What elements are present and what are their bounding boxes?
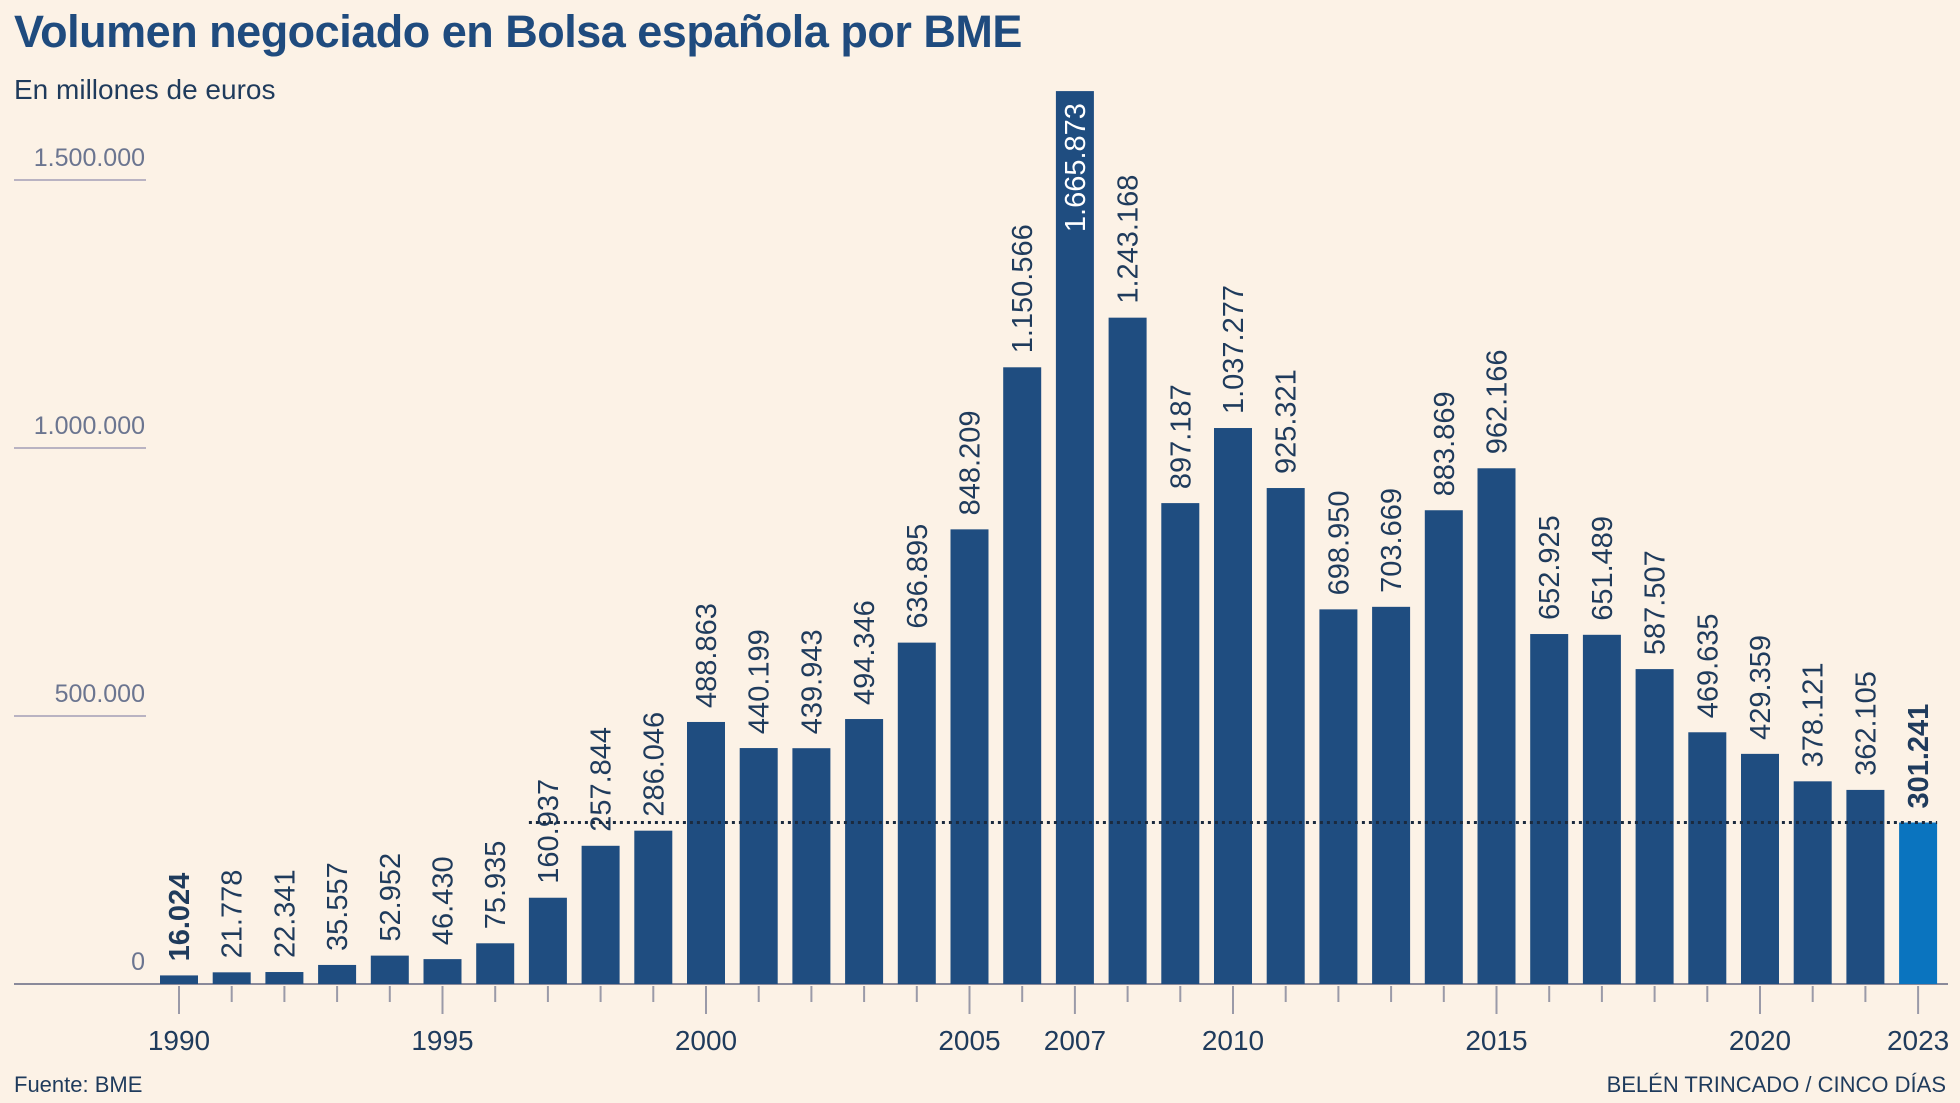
bar-value-label: 469.635 xyxy=(1692,613,1724,718)
bar-value-label: 378.121 xyxy=(1798,662,1830,767)
bar xyxy=(1477,468,1516,984)
bar xyxy=(739,748,778,984)
bar-value-label: 1.243.168 xyxy=(1113,175,1145,304)
bar xyxy=(1214,428,1252,984)
bar xyxy=(1266,488,1305,984)
bar-value-label: 362.105 xyxy=(1850,671,1882,776)
bar-value-label: 1.037.277 xyxy=(1218,285,1250,414)
y-tick-label: 1.500.000 xyxy=(34,144,145,172)
bar xyxy=(212,972,251,984)
bar xyxy=(1846,789,1885,984)
x-tick-label: 2005 xyxy=(938,1025,1000,1056)
x-tick-label: 2010 xyxy=(1202,1025,1264,1056)
bar xyxy=(1319,609,1358,984)
bar xyxy=(1530,634,1569,984)
bar xyxy=(950,529,989,984)
bar xyxy=(581,845,620,984)
bar-value-label: 651.489 xyxy=(1587,516,1619,621)
bar-value-label: 883.869 xyxy=(1429,391,1461,496)
bar xyxy=(370,955,409,984)
bar-value-label: 488.863 xyxy=(691,603,723,708)
bar-value-label: 636.895 xyxy=(902,524,934,629)
bar-value-label: 429.359 xyxy=(1745,635,1777,740)
bar xyxy=(1688,732,1727,984)
x-tick-label: 2015 xyxy=(1465,1025,1527,1056)
bar xyxy=(1424,510,1463,984)
bar-value-label: 16.024 xyxy=(164,873,196,962)
bar-value-label: 652.925 xyxy=(1534,515,1566,620)
y-tick-label: 0 xyxy=(131,948,145,976)
bar xyxy=(897,642,936,984)
bar xyxy=(1793,781,1832,984)
bar-value-label: 897.187 xyxy=(1165,384,1197,489)
bar xyxy=(1055,91,1094,985)
bar xyxy=(476,943,515,984)
bar-value-label: 160.937 xyxy=(533,779,565,884)
bar xyxy=(1899,822,1938,984)
bar xyxy=(1582,634,1621,984)
bar xyxy=(528,897,567,984)
bar xyxy=(1372,606,1411,984)
bar-value-label: 286.046 xyxy=(638,712,670,817)
x-tick-label: 1995 xyxy=(411,1025,473,1056)
bar xyxy=(1003,367,1042,984)
y-tick-label: 1.000.000 xyxy=(34,412,145,440)
bar-value-label: 257.844 xyxy=(586,727,618,832)
bar xyxy=(845,719,884,984)
y-tick-label: 500.000 xyxy=(55,680,145,708)
bar-value-label: 440.199 xyxy=(744,629,776,734)
bar-value-label: 75.935 xyxy=(480,841,512,930)
bar-value-label: 1.150.566 xyxy=(1007,224,1039,353)
bar-value-label: 962.166 xyxy=(1482,349,1514,454)
x-tick-label: 2020 xyxy=(1729,1025,1791,1056)
x-tick-label: 1990 xyxy=(148,1025,210,1056)
bar-value-label: 22.341 xyxy=(269,869,301,958)
bar-value-label: 698.950 xyxy=(1323,491,1355,596)
bar xyxy=(1161,503,1200,984)
bar-value-label: 587.507 xyxy=(1640,550,1672,655)
bar xyxy=(1741,753,1779,984)
x-tick-label: 2000 xyxy=(675,1025,737,1056)
bar xyxy=(265,972,304,984)
bar-value-label: 848.209 xyxy=(955,411,987,516)
bar xyxy=(1108,317,1147,984)
bar xyxy=(1635,669,1674,984)
x-tick-label: 2007 xyxy=(1044,1025,1106,1056)
bar xyxy=(634,830,673,984)
bar-value-label: 494.346 xyxy=(849,600,881,705)
bar-value-label: 925.321 xyxy=(1271,369,1303,474)
x-tick-label: 2023 xyxy=(1887,1025,1949,1056)
bar xyxy=(318,964,357,984)
chart-title: Volumen negociado en Bolsa española por … xyxy=(14,6,1022,57)
source-note: Fuente: BME xyxy=(14,1072,143,1097)
bar-value-label: 1.665.873 xyxy=(1060,103,1092,232)
bar xyxy=(792,748,831,984)
bar-value-label: 52.952 xyxy=(375,853,407,942)
bar-value-label: 439.943 xyxy=(796,629,828,734)
bar-value-label: 301.241 xyxy=(1903,704,1935,809)
bar xyxy=(160,975,198,984)
bar xyxy=(687,721,725,984)
credit-note: BELÉN TRINCADO / CINCO DÍAS xyxy=(1606,1072,1946,1097)
bar-value-label: 703.669 xyxy=(1376,488,1408,593)
bar xyxy=(423,959,462,984)
bar-value-label: 21.778 xyxy=(217,870,249,959)
bar-value-label: 46.430 xyxy=(428,856,460,945)
bar-value-label: 35.557 xyxy=(322,862,354,951)
chart-subtitle: En millones de euros xyxy=(14,74,276,105)
